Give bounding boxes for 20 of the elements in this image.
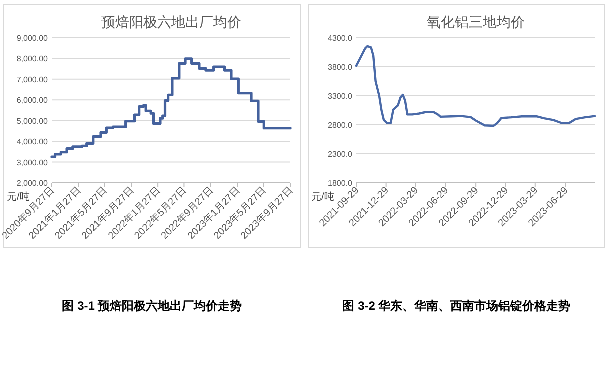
y-tick-label: 7,000.00 xyxy=(16,75,49,84)
y-tick-label: 3800.0 xyxy=(328,63,354,72)
y-axis-title: 元/吨 xyxy=(7,191,30,203)
caption: 图 3-2 华东、华南、西南市场铝锭价格走势 xyxy=(342,299,571,313)
y-tick-label: 2800.0 xyxy=(328,121,354,130)
y-tick-label: 8,000.00 xyxy=(16,54,49,64)
y-tick-label: 4,000.00 xyxy=(16,138,49,147)
y-tick-label: 6,000.00 xyxy=(16,96,49,106)
y-tick-label: 3300.0 xyxy=(328,92,354,101)
y-tick-label: 3,000.00 xyxy=(16,158,49,168)
y-tick-label: 1800.0 xyxy=(328,179,354,188)
chart-title: 预焙阳极六地出厂均价 xyxy=(101,14,242,30)
caption: 图 3-1 预焙阳极六地出厂均价走势 xyxy=(62,299,242,313)
y-tick-label: 5,000.00 xyxy=(16,116,49,126)
y-tick-label: 9,000.00 xyxy=(16,34,49,43)
line-series xyxy=(355,45,596,128)
y-tick-label: 4300.0 xyxy=(328,34,354,43)
chart-title: 氧化铝三地均价 xyxy=(426,14,525,30)
y-tick-label: 2,000.00 xyxy=(16,179,49,188)
y-tick-label: 2300.0 xyxy=(328,150,354,159)
